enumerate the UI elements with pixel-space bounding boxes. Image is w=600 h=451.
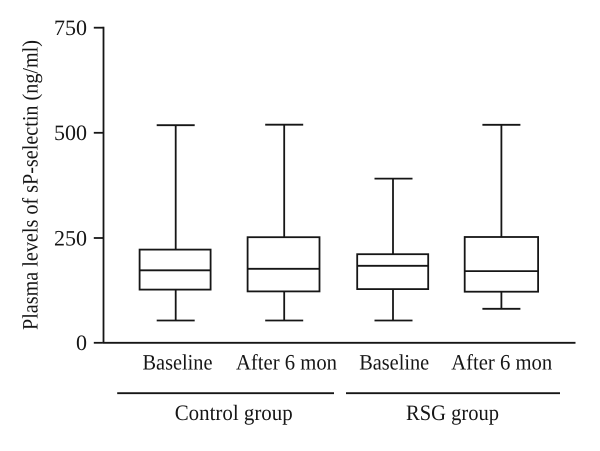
svg-text:500: 500 xyxy=(54,120,87,145)
svg-text:750: 750 xyxy=(54,15,87,40)
svg-text:Baseline: Baseline xyxy=(143,350,213,375)
svg-text:After 6 mon: After 6 mon xyxy=(451,350,552,375)
svg-text:0: 0 xyxy=(76,330,87,355)
svg-text:Plasma levels of sP-selectin (: Plasma levels of sP-selectin (ng/ml) xyxy=(18,40,43,330)
svg-text:250: 250 xyxy=(54,226,87,251)
svg-text:Control group: Control group xyxy=(175,400,293,425)
svg-text:Baseline: Baseline xyxy=(359,350,429,375)
svg-text:RSG group: RSG group xyxy=(406,400,499,425)
svg-text:After 6 mon: After 6 mon xyxy=(236,350,337,375)
